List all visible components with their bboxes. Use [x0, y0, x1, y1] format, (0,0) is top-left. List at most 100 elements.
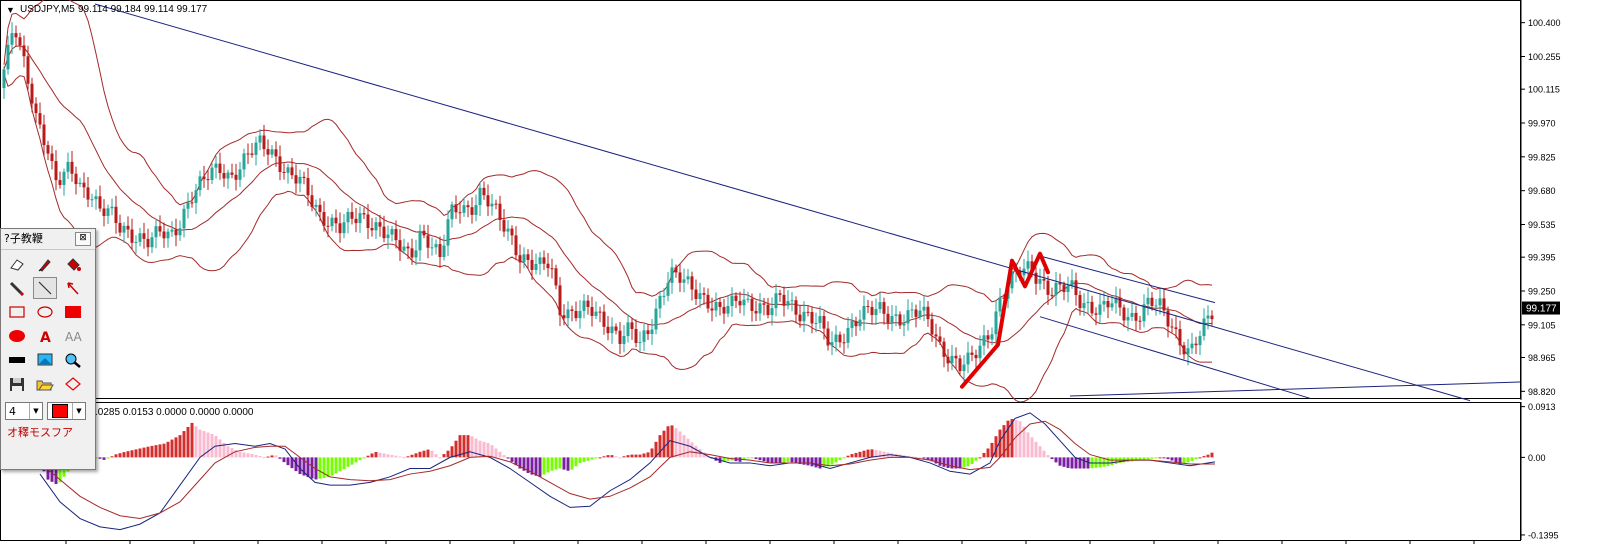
candle-body	[1142, 304, 1146, 322]
candle-body	[382, 226, 386, 239]
candle-body	[278, 156, 282, 172]
candle-body	[622, 335, 626, 344]
line-width-select[interactable]: 4 ▼	[5, 402, 43, 420]
drawing-toolbox[interactable]: ?子教鞭 ⊠ A AA 4 ▼ ▼ オ釋モスフア	[0, 228, 96, 470]
candle-body	[446, 219, 450, 246]
candle-body	[1178, 329, 1182, 346]
histogram-bar	[402, 457, 406, 459]
tool-open-folder-button[interactable]	[33, 373, 57, 395]
histogram-bar	[1142, 457, 1146, 460]
osc-line-fast	[39, 412, 1216, 531]
tool-line-button[interactable]	[33, 277, 57, 299]
tool-text-aa-button[interactable]: AA	[61, 325, 85, 347]
histogram-bar	[306, 457, 310, 478]
tool-filled-ellipse-button[interactable]	[5, 325, 29, 347]
candle-body	[1186, 348, 1190, 355]
pen-icon	[38, 259, 51, 272]
candle-body	[1090, 301, 1094, 314]
histogram-bar	[502, 455, 506, 458]
open-folder-icon	[36, 380, 54, 391]
tool-pencil-button[interactable]	[5, 277, 29, 299]
candle-body	[858, 319, 862, 327]
candle-body	[1034, 272, 1038, 284]
candle-body	[546, 263, 550, 269]
histogram-bar	[650, 448, 654, 458]
line-width-dropdown-icon[interactable]: ▼	[29, 403, 42, 419]
tool-pen-button[interactable]	[33, 253, 57, 275]
color-select[interactable]: ▼	[47, 402, 86, 420]
histogram-bar	[1066, 457, 1070, 468]
histogram-bar	[1130, 457, 1134, 462]
candle-body	[978, 345, 982, 359]
histogram-bar	[642, 453, 646, 458]
histogram-bar	[174, 437, 178, 458]
candle-body	[498, 203, 502, 220]
histogram-bar	[214, 435, 218, 458]
candle-body	[1038, 278, 1042, 284]
candle-body	[514, 235, 518, 256]
tool-screenshot-button[interactable]	[33, 349, 57, 371]
tool-diamond-button[interactable]	[61, 373, 85, 395]
histogram-bar	[234, 449, 238, 458]
candle-body	[198, 176, 202, 191]
toolbox-close-button[interactable]: ⊠	[75, 232, 91, 246]
candle-body	[734, 295, 738, 301]
histogram-bar	[142, 447, 146, 458]
candle-body	[454, 204, 458, 213]
oscillator-lines	[39, 412, 1216, 531]
candle-body	[1086, 301, 1090, 303]
color-dropdown-icon[interactable]: ▼	[72, 403, 85, 419]
candle-body	[238, 169, 242, 180]
osc-tick-label: -0.1395	[1528, 530, 1559, 540]
histogram-bar	[586, 457, 590, 461]
histogram-bar	[958, 457, 962, 469]
histogram-bar	[530, 457, 534, 475]
histogram-bar	[830, 457, 834, 465]
histogram-bar	[614, 456, 618, 458]
tool-zoom-button[interactable]	[61, 349, 85, 371]
histogram-bar	[442, 454, 446, 458]
histogram-bar	[658, 435, 662, 458]
toolbox-titlebar[interactable]: ?子教鞭 ⊠	[1, 229, 95, 250]
tool-text-a-button[interactable]: A	[33, 325, 57, 347]
candle-body	[1042, 278, 1046, 281]
tool-eraser-button[interactable]	[5, 253, 29, 275]
histogram-bar	[258, 455, 262, 458]
histogram-bar	[826, 457, 830, 467]
histogram-bar	[1146, 457, 1150, 460]
candle-body	[10, 33, 14, 45]
tool-ellipse-button[interactable]	[33, 301, 57, 323]
trendline	[1039, 316, 1311, 399]
candle-body	[974, 354, 978, 359]
histogram-bar	[102, 457, 106, 460]
candle-body	[1134, 312, 1138, 321]
candle-body	[482, 187, 486, 196]
tool-arrow-button[interactable]	[61, 277, 85, 299]
candle-body	[1166, 310, 1170, 327]
candle-body	[906, 310, 910, 324]
histogram-bar	[1034, 441, 1038, 458]
histogram-bar	[930, 457, 934, 462]
candle-body	[410, 248, 414, 258]
tool-rectangle-button[interactable]	[5, 301, 29, 323]
tool-paint-bucket-button[interactable]	[61, 253, 85, 275]
tool-save-button[interactable]	[5, 373, 29, 395]
histogram-bar	[1082, 457, 1086, 469]
price-tick-label: 99.395	[1528, 253, 1556, 263]
histogram-bar	[754, 457, 758, 460]
candle-body	[614, 326, 618, 331]
candle-body	[986, 335, 990, 340]
tool-black-bar-button[interactable]	[5, 349, 29, 371]
tool-filled-rectangle-button[interactable]	[61, 301, 85, 323]
histogram-bar	[1054, 457, 1058, 463]
osc-line-slow	[39, 420, 1215, 520]
candle-body	[1098, 304, 1102, 315]
histogram-bar	[1010, 419, 1014, 458]
toolbox-options-row: 4 ▼ ▼	[1, 397, 95, 420]
candle-body	[114, 206, 118, 223]
candle-body	[730, 295, 734, 307]
candle-body	[22, 45, 26, 57]
osc-tick-label: 0.00	[1528, 453, 1546, 463]
candle-body	[670, 267, 674, 283]
